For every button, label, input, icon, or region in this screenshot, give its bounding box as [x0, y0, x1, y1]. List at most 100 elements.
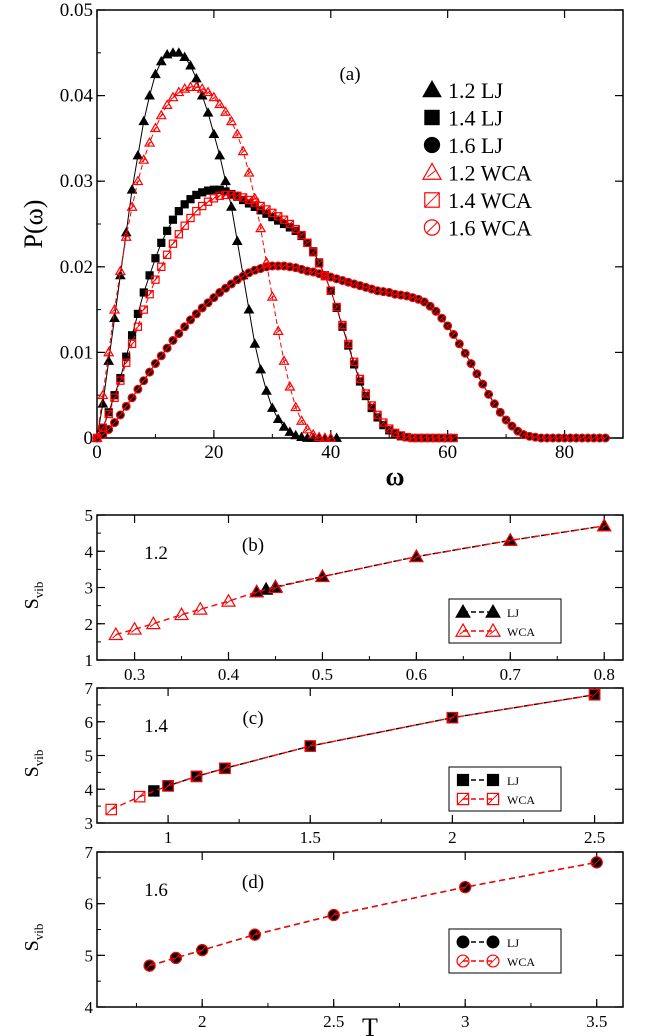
series-line [115, 525, 605, 636]
data-point [127, 339, 137, 349]
data-point [161, 99, 173, 109]
data-point-hatch [403, 292, 410, 299]
series-line [96, 52, 337, 439]
data-point [284, 426, 296, 436]
data-point-hatch [99, 431, 106, 438]
data-point [272, 413, 284, 424]
data-point-hatch [543, 434, 551, 442]
y-tick-label: 0 [84, 428, 94, 449]
data-point [272, 325, 284, 335]
series-wca [108, 518, 612, 641]
data-point-hatch [106, 350, 112, 356]
legend-label: 1.2 LJ [448, 78, 503, 103]
series-line [96, 86, 331, 439]
data-point [145, 289, 154, 299]
data-point [390, 428, 400, 438]
y-tick-label: 4 [85, 998, 94, 1017]
data-point-hatch [293, 405, 299, 410]
data-point [437, 433, 447, 443]
data-point [361, 282, 371, 292]
data-point [396, 290, 406, 300]
chart-panel-0: 0 20 40 60 80 0 0.01 0.02 0.03 0.04 0.05 (a) P(ω) ω 1.… [19, 0, 624, 491]
data-point [384, 288, 394, 297]
data-point [110, 418, 119, 428]
data-point [542, 433, 552, 443]
data-point [180, 221, 189, 230]
data-point-hatch [602, 434, 609, 442]
data-point-hatch [250, 930, 260, 939]
data-point [390, 289, 400, 299]
data-point-hatch [432, 308, 440, 315]
data-point-hatch [438, 315, 445, 322]
data-point-hatch [356, 282, 364, 289]
legend-label: LJ [507, 936, 519, 950]
data-point-hatch [98, 423, 107, 432]
data-point [402, 432, 411, 442]
data-point-hatch [391, 428, 400, 437]
y-tick-label: 5 [85, 747, 94, 766]
data-point-hatch [497, 409, 504, 416]
data-point [196, 944, 209, 957]
legend-label: 1.2 WCA [448, 161, 532, 186]
data-point-hatch [140, 377, 147, 384]
data-point [145, 367, 155, 377]
data-point [297, 230, 306, 240]
data-point-hatch [397, 291, 404, 299]
data-point [501, 415, 511, 425]
data-point [396, 431, 406, 440]
y-tick-label: 4 [85, 780, 94, 799]
x-tick-label: 0.8 [594, 665, 615, 684]
data-point-hatch [204, 299, 212, 306]
data-point [243, 304, 255, 314]
legend-marker [484, 622, 502, 637]
data-point [278, 355, 290, 365]
legend-marker-hatch [424, 192, 440, 208]
data-point-hatch [169, 337, 177, 344]
series-line [96, 194, 454, 439]
data-point [219, 762, 231, 775]
data-point [260, 256, 273, 267]
data-point [155, 109, 167, 120]
panel-label: (a) [339, 64, 360, 85]
data-point [325, 432, 337, 442]
data-point [478, 379, 488, 389]
data-point-hatch [329, 910, 338, 920]
legend-marker [486, 773, 500, 787]
data-point-hatch [182, 87, 188, 92]
data-point [156, 351, 166, 361]
data-point [285, 219, 295, 229]
data-point [249, 338, 261, 348]
y-tick-label: 3 [85, 579, 94, 598]
data-point-hatch [169, 239, 177, 248]
data-point [367, 401, 376, 410]
data-point [307, 428, 319, 439]
legend-label: 1.4 LJ [448, 106, 503, 131]
data-point-hatch [298, 266, 305, 273]
data-point [419, 297, 429, 307]
data-point [168, 239, 178, 248]
data-point [97, 398, 109, 408]
data-point [425, 433, 435, 443]
data-point [449, 433, 458, 443]
data-point-hatch [245, 196, 253, 204]
data-point-hatch [111, 419, 118, 426]
data-point [220, 175, 231, 186]
data-point [326, 286, 335, 295]
x-tick-label: 2 [198, 1012, 207, 1031]
data-point-hatch [139, 305, 148, 314]
data-point-hatch [171, 953, 181, 963]
data-point-hatch [373, 410, 382, 419]
data-point-hatch [380, 288, 387, 295]
x-tick-label: 80 [555, 442, 574, 463]
data-point-hatch [450, 331, 457, 338]
data-point [133, 309, 143, 318]
data-point-hatch [117, 269, 123, 274]
data-point-hatch [600, 523, 608, 530]
data-point-hatch [579, 434, 586, 442]
data-point-hatch [145, 961, 154, 970]
data-point-hatch [444, 322, 451, 329]
data-point [583, 433, 593, 443]
legend-marker [486, 954, 500, 968]
chart-panel-3: 2 2.5 3 3.5 4 5 6 7 (d) 1.6 Svib T LJ WCA [21, 843, 624, 1036]
